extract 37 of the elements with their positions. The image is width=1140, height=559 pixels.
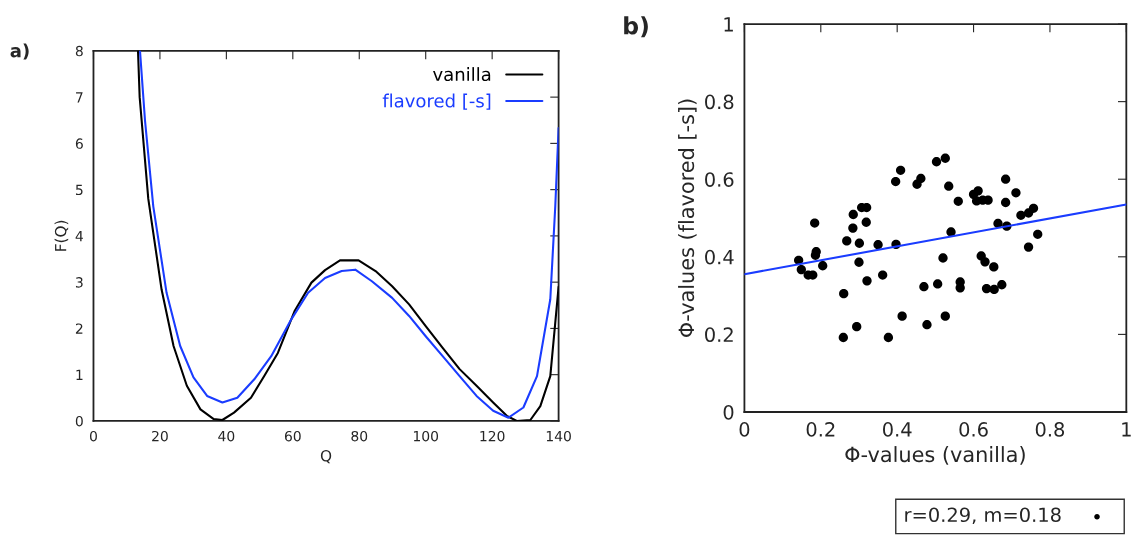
x-tick-label: 0.4	[883, 422, 912, 437]
x-tick-label: 60	[284, 430, 301, 442]
text: a)	[10, 43, 29, 60]
x-tick-label: 0	[89, 430, 97, 442]
y-tick-label: 2	[75, 323, 83, 334]
x-axis-title: Q	[320, 449, 332, 464]
y-tick-label: 3	[75, 277, 83, 288]
y-tick-label: 0.6	[705, 172, 734, 187]
x-axis-title: Φ-values (vanilla)	[845, 446, 1025, 465]
y-tick-label: 1	[76, 369, 83, 380]
y-tick-label: 7	[76, 92, 83, 103]
y-axis-title: F(Q)	[54, 220, 69, 251]
text: b)	[624, 16, 648, 38]
x-tick-label: 140	[546, 430, 571, 442]
y-tick-label: 5	[75, 184, 83, 196]
x-tick-label: 0	[739, 422, 750, 437]
x-tick-label: 20	[152, 430, 168, 442]
x-tick-label: 1	[1122, 422, 1131, 437]
x-tick-label: 0.8	[1035, 422, 1065, 437]
y-tick-label: 1	[724, 17, 733, 32]
y-tick-label: 4	[75, 231, 83, 242]
x-tick-label: 40	[218, 430, 235, 442]
legend-label: r=0.29, m=0.18	[905, 507, 1061, 525]
y-tick-label: 0	[723, 404, 734, 420]
x-tick-label: 0.6	[959, 422, 988, 437]
y-tick-label: 0.4	[705, 249, 734, 265]
legend-label: vanilla	[433, 67, 491, 82]
y-tick-label: 8	[75, 45, 83, 57]
legend-label: flavored [-s]	[382, 93, 491, 110]
y-axis-title: Φ-values (flavored [-s])	[678, 99, 697, 338]
y-tick-label: 0.2	[705, 327, 733, 343]
x-tick-label: 0.2	[806, 422, 835, 437]
y-tick-label: 0.8	[705, 94, 734, 110]
x-tick-label: 100	[413, 430, 439, 442]
y-tick-label: 6	[75, 138, 83, 149]
x-tick-label: 120	[480, 430, 505, 442]
x-tick-label: 80	[351, 430, 368, 442]
